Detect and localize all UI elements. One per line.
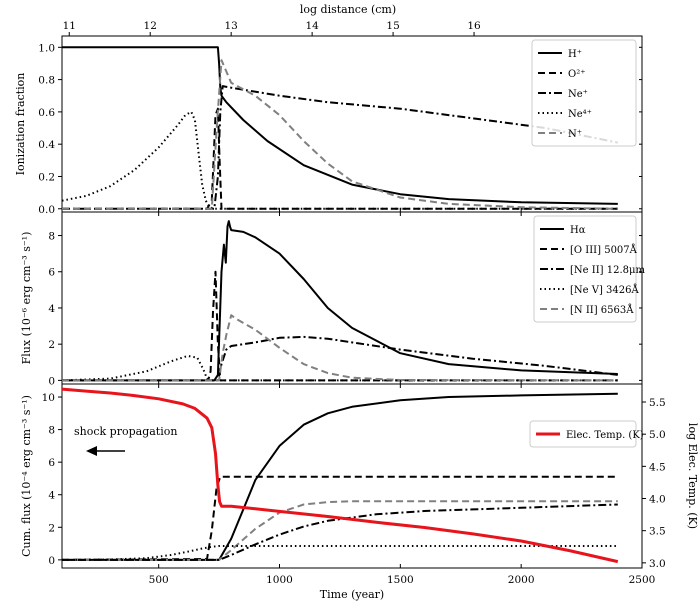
- panel-cumulative-legend: Elec. Temp. (K): [529, 420, 644, 448]
- y2-tick-label: 5.0: [649, 429, 666, 441]
- panel-flux-legend: Hα [O III] 5007Å [Ne II] 12.8μm [Ne V] 3426…: [533, 215, 645, 323]
- shock-propagation-annotation: shock propagation: [74, 425, 177, 438]
- series-line-n: [62, 59, 618, 210]
- y2-tick-label: 4.5: [649, 461, 666, 473]
- legend-label: N⁺: [568, 129, 582, 140]
- y-tick-label: 0.6: [38, 107, 55, 119]
- series-line-ne: [61, 110, 618, 210]
- series-line-h: [62, 392, 618, 561]
- panel-cumulative-frame: [61, 383, 643, 569]
- panel-ionization-legend: H⁺ O²⁺ Ne⁺ Ne⁴⁺ N⁺: [531, 39, 637, 147]
- y-tick-label: 0: [48, 555, 55, 567]
- y2-tick-label: 5.5: [649, 397, 666, 409]
- legend-label: [Ne II] 12.8μm: [570, 265, 645, 276]
- series-line-n-ii-6563: [62, 500, 618, 561]
- panel-cumulative: 0 2 4 6 8 10 3.0 3.5 4.0 4.5 5.0 5.5 Cum. flux (10…: [20, 383, 699, 570]
- panel-ionization-y-ticks: 0.0 0.2 0.4 0.6 0.8 1.0: [38, 42, 642, 216]
- legend-label: Hα: [570, 225, 586, 236]
- legend-label: Elec. Temp. (K): [566, 430, 644, 441]
- panel-cumulative-y2label: log Elec. Temp. (K): [686, 423, 699, 529]
- top-tick-label: 12: [144, 20, 157, 32]
- top-axis-ticks: 11 12 13 14 15 16: [63, 20, 481, 36]
- legend-label: [O III] 5007Å: [570, 244, 638, 256]
- legend-label: Ne⁺: [568, 89, 588, 100]
- y-tick-label: 2: [48, 339, 55, 351]
- y-tick-label: 0.4: [38, 139, 55, 151]
- y2-tick-label: 3.0: [649, 558, 666, 570]
- y-tick-label: 8: [48, 425, 55, 437]
- x-tick-label: 2000: [508, 574, 535, 586]
- panel-flux-series: [61, 220, 618, 382]
- panel-flux-y-ticks: 0 2 4 6 8: [48, 231, 642, 387]
- y-tick-label: 6: [48, 267, 55, 279]
- series-line-o: [62, 107, 618, 210]
- top-tick-label: 14: [305, 20, 319, 32]
- y-tick-label: 1.0: [38, 42, 55, 54]
- y2-tick-label: 4.0: [649, 494, 666, 506]
- top-tick-label: 15: [386, 20, 399, 32]
- panel-cumulative-ylabel: Cum. flux (10⁻⁴ erg cm⁻³ s⁻¹): [20, 395, 33, 557]
- x-tick-label: 1500: [387, 574, 414, 586]
- series-line-ne: [62, 85, 618, 210]
- legend-label: O²⁺: [568, 69, 586, 80]
- panel-flux-ylabel: Flux (10⁻⁶ erg cm⁻³ s⁻¹): [20, 232, 33, 365]
- y-tick-label: 4: [48, 303, 55, 315]
- panel-cumulative-y2-ticks: 3.0 3.5 4.0 4.5 5.0 5.5: [642, 397, 666, 570]
- top-tick-label: 13: [224, 20, 237, 32]
- x-tick-label: 500: [149, 574, 169, 586]
- panel-cumulative-y-ticks: 0 2 4 6 8 10: [42, 392, 62, 567]
- y-tick-label: 0.2: [38, 171, 55, 183]
- x-tick-label: 1000: [266, 574, 293, 586]
- top-tick-label: 11: [63, 20, 76, 32]
- x-tick-label: 2500: [629, 574, 656, 586]
- series-line-elec-temp-k: [61, 387, 619, 564]
- bottom-axis-title: Time (year): [320, 588, 384, 601]
- y-tick-label: 0.0: [38, 204, 55, 216]
- y2-tick-label: 3.5: [649, 526, 666, 538]
- legend-label: [N II] 6563Å: [570, 304, 634, 316]
- y-tick-label: 2: [48, 522, 55, 534]
- legend-label: Ne⁴⁺: [568, 109, 592, 120]
- panel-flux: 0 2 4 6 8 Flux (10⁻⁶ erg cm⁻³ s⁻¹) Hα [O III]…: [20, 211, 645, 387]
- y-tick-label: 0.8: [38, 75, 55, 87]
- legend-label: H⁺: [568, 49, 582, 60]
- panel-ionization-series: [61, 46, 618, 210]
- legend-box: [533, 215, 637, 323]
- y-tick-label: 0: [48, 375, 55, 387]
- y-tick-label: 4: [48, 490, 55, 502]
- bottom-axis-ticks: 500 1000 1500 2000 2500: [149, 208, 656, 586]
- y-tick-label: 8: [48, 231, 55, 243]
- legend-box: [531, 39, 637, 147]
- top-axis-title: log distance (cm): [300, 3, 396, 16]
- y-tick-label: 6: [48, 457, 55, 469]
- series-line-h: [62, 46, 618, 205]
- top-tick-label: 16: [467, 20, 481, 32]
- series-line-ne-ii-12-8-m: [62, 503, 618, 561]
- panel-ionization-ylabel: Ionization fraction: [14, 73, 27, 176]
- y-tick-label: 10: [42, 392, 55, 404]
- panel-cumulative-series: [61, 387, 619, 564]
- legend-label: [Ne V] 3426Å: [570, 284, 639, 296]
- series-line-ne-v-3426: [61, 545, 618, 561]
- shock-propagation-arrow-icon: [86, 446, 125, 456]
- legend-box: [529, 420, 637, 448]
- panel-ionization: 0.0 0.2 0.4 0.6 0.8 1.0 Ionization fraction H…: [14, 35, 643, 216]
